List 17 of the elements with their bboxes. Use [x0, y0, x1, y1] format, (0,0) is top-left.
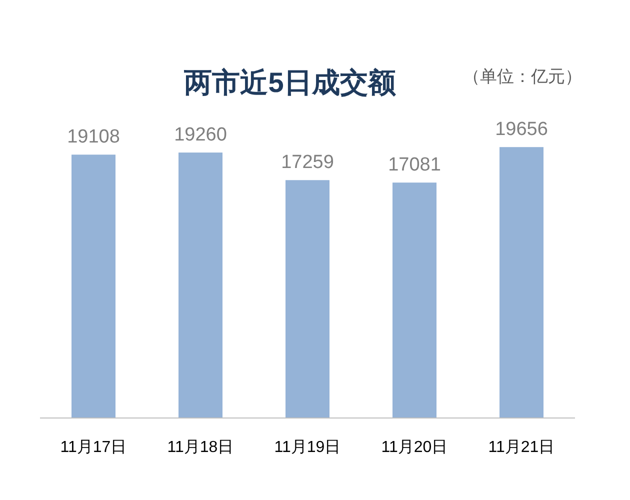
chart-title: 两市近5日成交额	[183, 67, 397, 98]
x-tick-label: 11月21日	[488, 439, 555, 456]
text: （单位：亿元）	[463, 67, 582, 86]
x-tick-label: 11月20日	[381, 439, 448, 456]
x-tick-label: 11月17日	[60, 439, 127, 456]
bar	[178, 152, 222, 418]
x-tick-label: 11月19日	[274, 439, 341, 456]
data-label: 19260	[174, 124, 227, 146]
bar	[500, 147, 544, 418]
data-label: 17081	[388, 154, 441, 176]
data-label: 19656	[495, 119, 548, 140]
bar	[72, 154, 116, 418]
data-label: 19108	[67, 126, 120, 148]
bar	[286, 180, 330, 418]
data-label: 17259	[281, 152, 334, 174]
bar	[392, 182, 436, 418]
x-tick-label: 11月18日	[167, 439, 234, 456]
